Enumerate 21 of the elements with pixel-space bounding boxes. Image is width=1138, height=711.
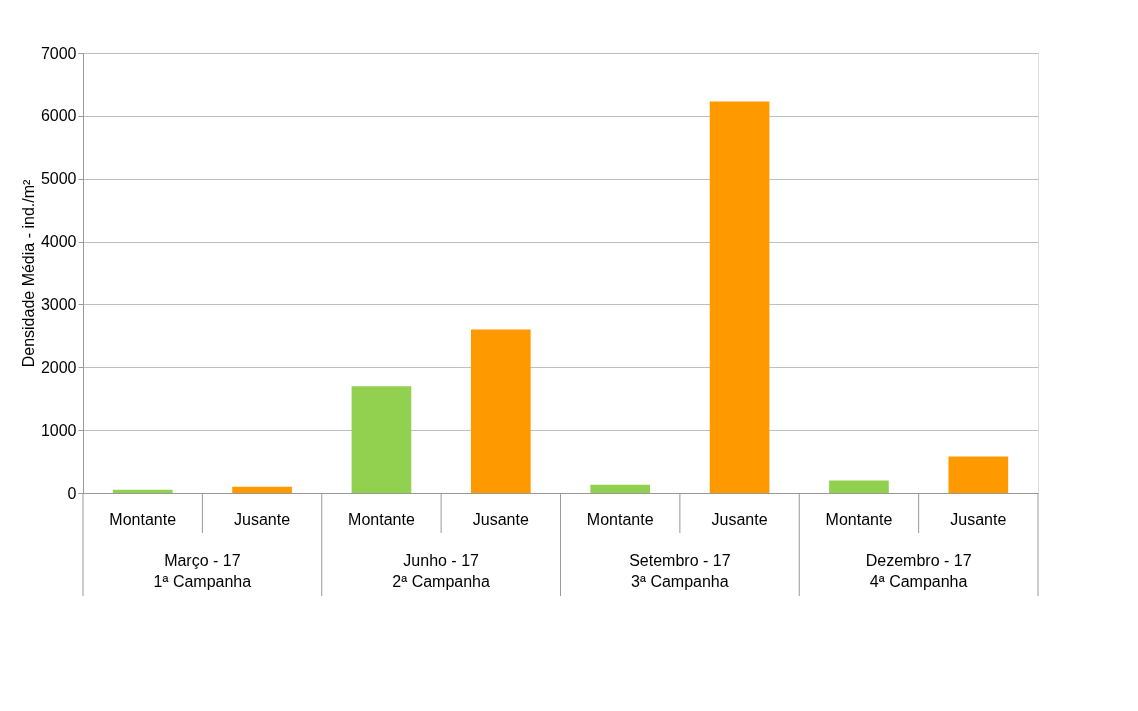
- x-tick-label: Jusante: [950, 511, 1007, 528]
- y-axis-title: Densidade Média - ind./m²: [19, 179, 37, 368]
- text: Março - 17 1ª Campanha: [153, 552, 252, 590]
- y-tick-label: 0: [67, 484, 77, 502]
- y-tick-label: 6000: [40, 107, 77, 125]
- y-tick-label: 2000: [40, 358, 77, 376]
- x-tick-label: Jusante: [234, 511, 291, 528]
- y-tick-label: 7000: [40, 44, 77, 62]
- y-tick-label: 1000: [40, 421, 77, 439]
- text: Junho - 17 2ª Campanha: [392, 552, 490, 590]
- x-tick-label: Montante: [825, 511, 893, 528]
- text: Setembro - 17 3ª Campanha: [629, 552, 731, 590]
- x-tick-label: Montante: [348, 511, 415, 528]
- x-tick-label: Jusante: [472, 511, 529, 528]
- x-tick-label: Montante: [586, 511, 654, 528]
- y-tick-label: 3000: [40, 295, 77, 313]
- y-tick-label: 4000: [40, 233, 77, 251]
- x-tick-label: Jusante: [711, 511, 768, 528]
- x-tick-label: Montante: [109, 511, 177, 528]
- y-tick-label: 5000: [40, 170, 77, 188]
- text: Dezembro - 17 4ª Campanha: [865, 552, 972, 590]
